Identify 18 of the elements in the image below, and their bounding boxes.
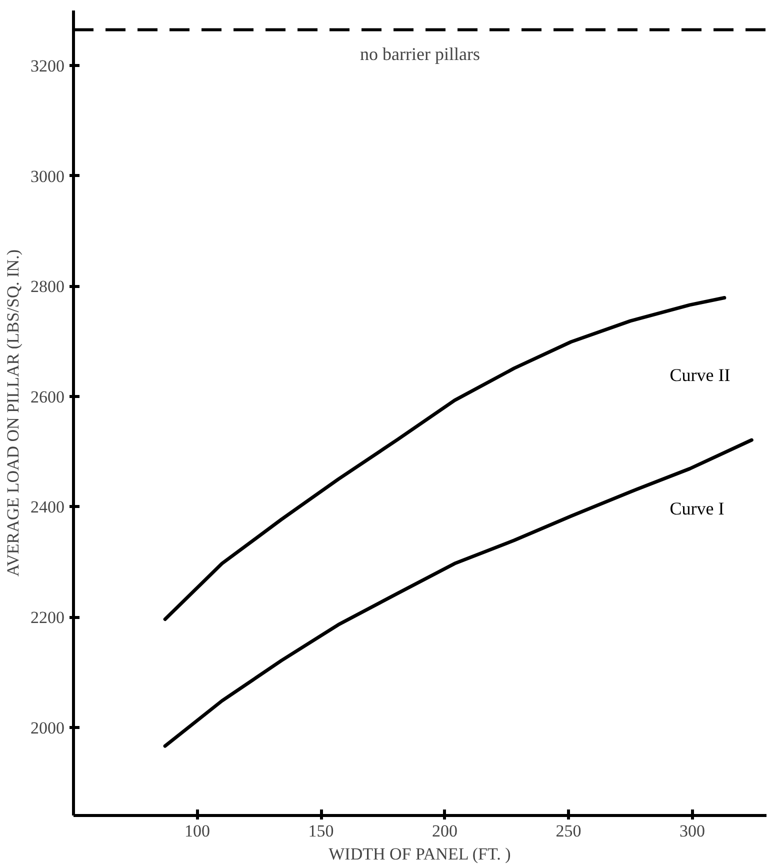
y-tick-label: 2000 [30, 718, 64, 738]
y-axis-title: AVERAGE LOAD ON PILLAR (LBS/SQ. IN.) [4, 250, 22, 576]
y-tick-label: 3000 [30, 166, 64, 186]
x-tick-label: 150 [308, 822, 334, 840]
x-tick-label: 200 [432, 822, 458, 840]
y-tick-label: 2800 [30, 277, 64, 296]
x-tick-label: 100 [184, 822, 210, 840]
x-tick-label: 250 [556, 822, 582, 840]
text: Curve II [670, 364, 730, 385]
series-label: Curve I [670, 498, 724, 519]
ref-line-label: no barrier pillars [360, 44, 480, 64]
y-tick-label: 3200 [30, 56, 64, 76]
line-series [163, 438, 754, 748]
x-axis-title: WIDTH OF PANEL (FT. ) [328, 844, 511, 864]
x-tick-label: 300 [680, 822, 705, 840]
y-tick-label: 2600 [30, 387, 64, 406]
y-tick-label: 2200 [30, 608, 64, 628]
y-tick-label: 2400 [30, 498, 64, 517]
